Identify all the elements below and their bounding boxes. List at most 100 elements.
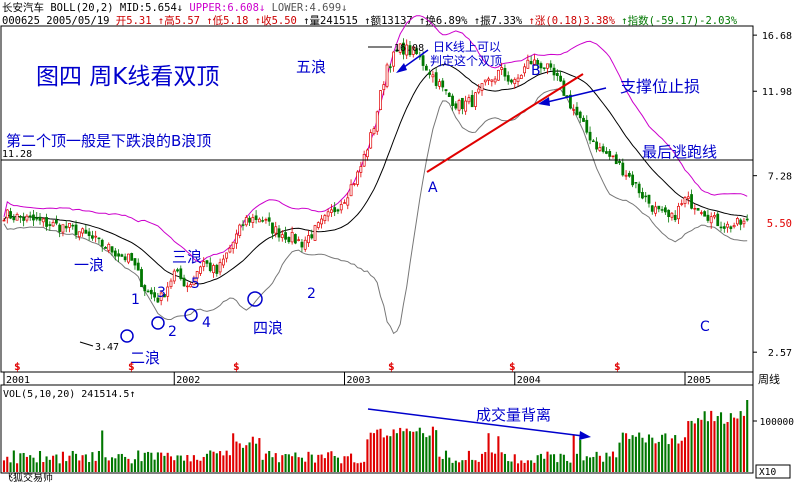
volume-bar bbox=[562, 454, 565, 472]
volume-bar bbox=[589, 457, 592, 472]
candle bbox=[166, 281, 170, 302]
volume-bar bbox=[487, 433, 490, 472]
candle bbox=[660, 206, 664, 213]
candle bbox=[107, 242, 111, 254]
candle bbox=[588, 126, 592, 145]
candle bbox=[624, 170, 628, 180]
volume-bar bbox=[366, 439, 369, 472]
volume-bar bbox=[428, 435, 431, 472]
candle bbox=[709, 212, 713, 229]
candle bbox=[657, 205, 661, 213]
volume-bar bbox=[395, 433, 398, 472]
volume-bar bbox=[608, 456, 611, 472]
candle bbox=[87, 227, 91, 241]
volume-bar bbox=[209, 450, 212, 472]
volume-bar bbox=[310, 454, 313, 472]
candle bbox=[310, 229, 314, 240]
volume-bar bbox=[536, 455, 539, 472]
candle bbox=[457, 98, 461, 115]
candle bbox=[32, 209, 35, 227]
candle bbox=[68, 223, 71, 233]
candle bbox=[189, 282, 193, 288]
volume-bar bbox=[739, 411, 742, 472]
volume-bar bbox=[340, 463, 343, 472]
candle bbox=[97, 237, 101, 244]
candle bbox=[287, 236, 291, 244]
candle bbox=[526, 54, 530, 69]
volume-bar bbox=[631, 435, 634, 472]
app-watermark: 飞狐交易师 bbox=[3, 471, 53, 483]
volume-bar bbox=[683, 437, 687, 472]
candle bbox=[411, 46, 415, 58]
volume-bar bbox=[484, 452, 487, 472]
signal-marker: $ bbox=[233, 360, 240, 373]
candle bbox=[735, 216, 739, 226]
volume-bar bbox=[697, 418, 700, 472]
header-field: LOWER:4.699↓ bbox=[265, 2, 347, 14]
candle bbox=[5, 209, 9, 224]
candle bbox=[271, 222, 274, 240]
candle bbox=[215, 263, 219, 277]
volume-bar bbox=[530, 460, 533, 472]
volume-bar bbox=[84, 454, 87, 472]
volume-bar bbox=[205, 453, 209, 472]
period-label[interactable]: 周线 bbox=[758, 372, 780, 386]
last-escape-label: 最后逃跑线 bbox=[642, 143, 717, 161]
candle bbox=[673, 210, 677, 223]
year-tick-label: 2001 bbox=[6, 375, 30, 386]
volume-bar bbox=[173, 460, 176, 472]
price-tick-label: 2.57 bbox=[768, 348, 792, 359]
wave-circle-icon bbox=[120, 329, 134, 343]
volume-bar bbox=[405, 428, 408, 472]
volume-bar bbox=[402, 431, 405, 472]
candle bbox=[431, 70, 435, 83]
volume-bar bbox=[101, 430, 104, 472]
candle bbox=[192, 275, 196, 286]
volume-bar bbox=[22, 452, 25, 472]
volume-bar bbox=[16, 463, 19, 472]
candle bbox=[699, 210, 703, 216]
candle bbox=[680, 199, 684, 207]
candle bbox=[143, 283, 147, 297]
volume-bar bbox=[235, 441, 238, 472]
volume-bar bbox=[245, 445, 248, 472]
label-c: C bbox=[700, 319, 710, 335]
candle bbox=[555, 69, 559, 81]
volume-bar bbox=[186, 455, 189, 472]
signal-marker: $ bbox=[509, 360, 516, 373]
volume-bar bbox=[140, 461, 143, 472]
volume-bar bbox=[585, 456, 588, 472]
volume-bar bbox=[575, 453, 579, 472]
volume-bar bbox=[65, 461, 68, 472]
volume-bar bbox=[277, 462, 281, 472]
volume-bar bbox=[248, 442, 251, 472]
axis-labels: 16.68 11.98 7.28 2.57 5.50 2001 2002 2003 2004 20… bbox=[6, 31, 794, 428]
zoom-button[interactable] bbox=[755, 464, 791, 479]
volume-bar bbox=[654, 443, 657, 472]
header-field: UPPER:6.608↓ bbox=[183, 2, 265, 14]
volume-bar bbox=[45, 456, 48, 472]
volume-bar bbox=[304, 461, 307, 472]
candle bbox=[382, 81, 386, 96]
signal-marker: $ bbox=[614, 360, 621, 373]
volume-bar bbox=[638, 432, 641, 472]
volume-bar bbox=[94, 460, 97, 472]
volume-bar bbox=[602, 461, 605, 472]
volume-bar bbox=[719, 412, 723, 472]
candle bbox=[503, 64, 507, 81]
volume-bar bbox=[392, 429, 395, 472]
volume-bar bbox=[19, 453, 22, 472]
volume-bar bbox=[651, 437, 654, 472]
boll-upper-line bbox=[3, 15, 748, 263]
candle bbox=[235, 229, 238, 249]
candle bbox=[336, 208, 340, 215]
volume-bar bbox=[196, 459, 199, 472]
candle bbox=[447, 91, 451, 98]
candle bbox=[163, 293, 166, 298]
candle bbox=[58, 223, 62, 238]
volume-bar bbox=[307, 451, 310, 472]
candle bbox=[483, 79, 487, 86]
candle bbox=[690, 189, 693, 210]
volume-bar bbox=[736, 418, 739, 472]
